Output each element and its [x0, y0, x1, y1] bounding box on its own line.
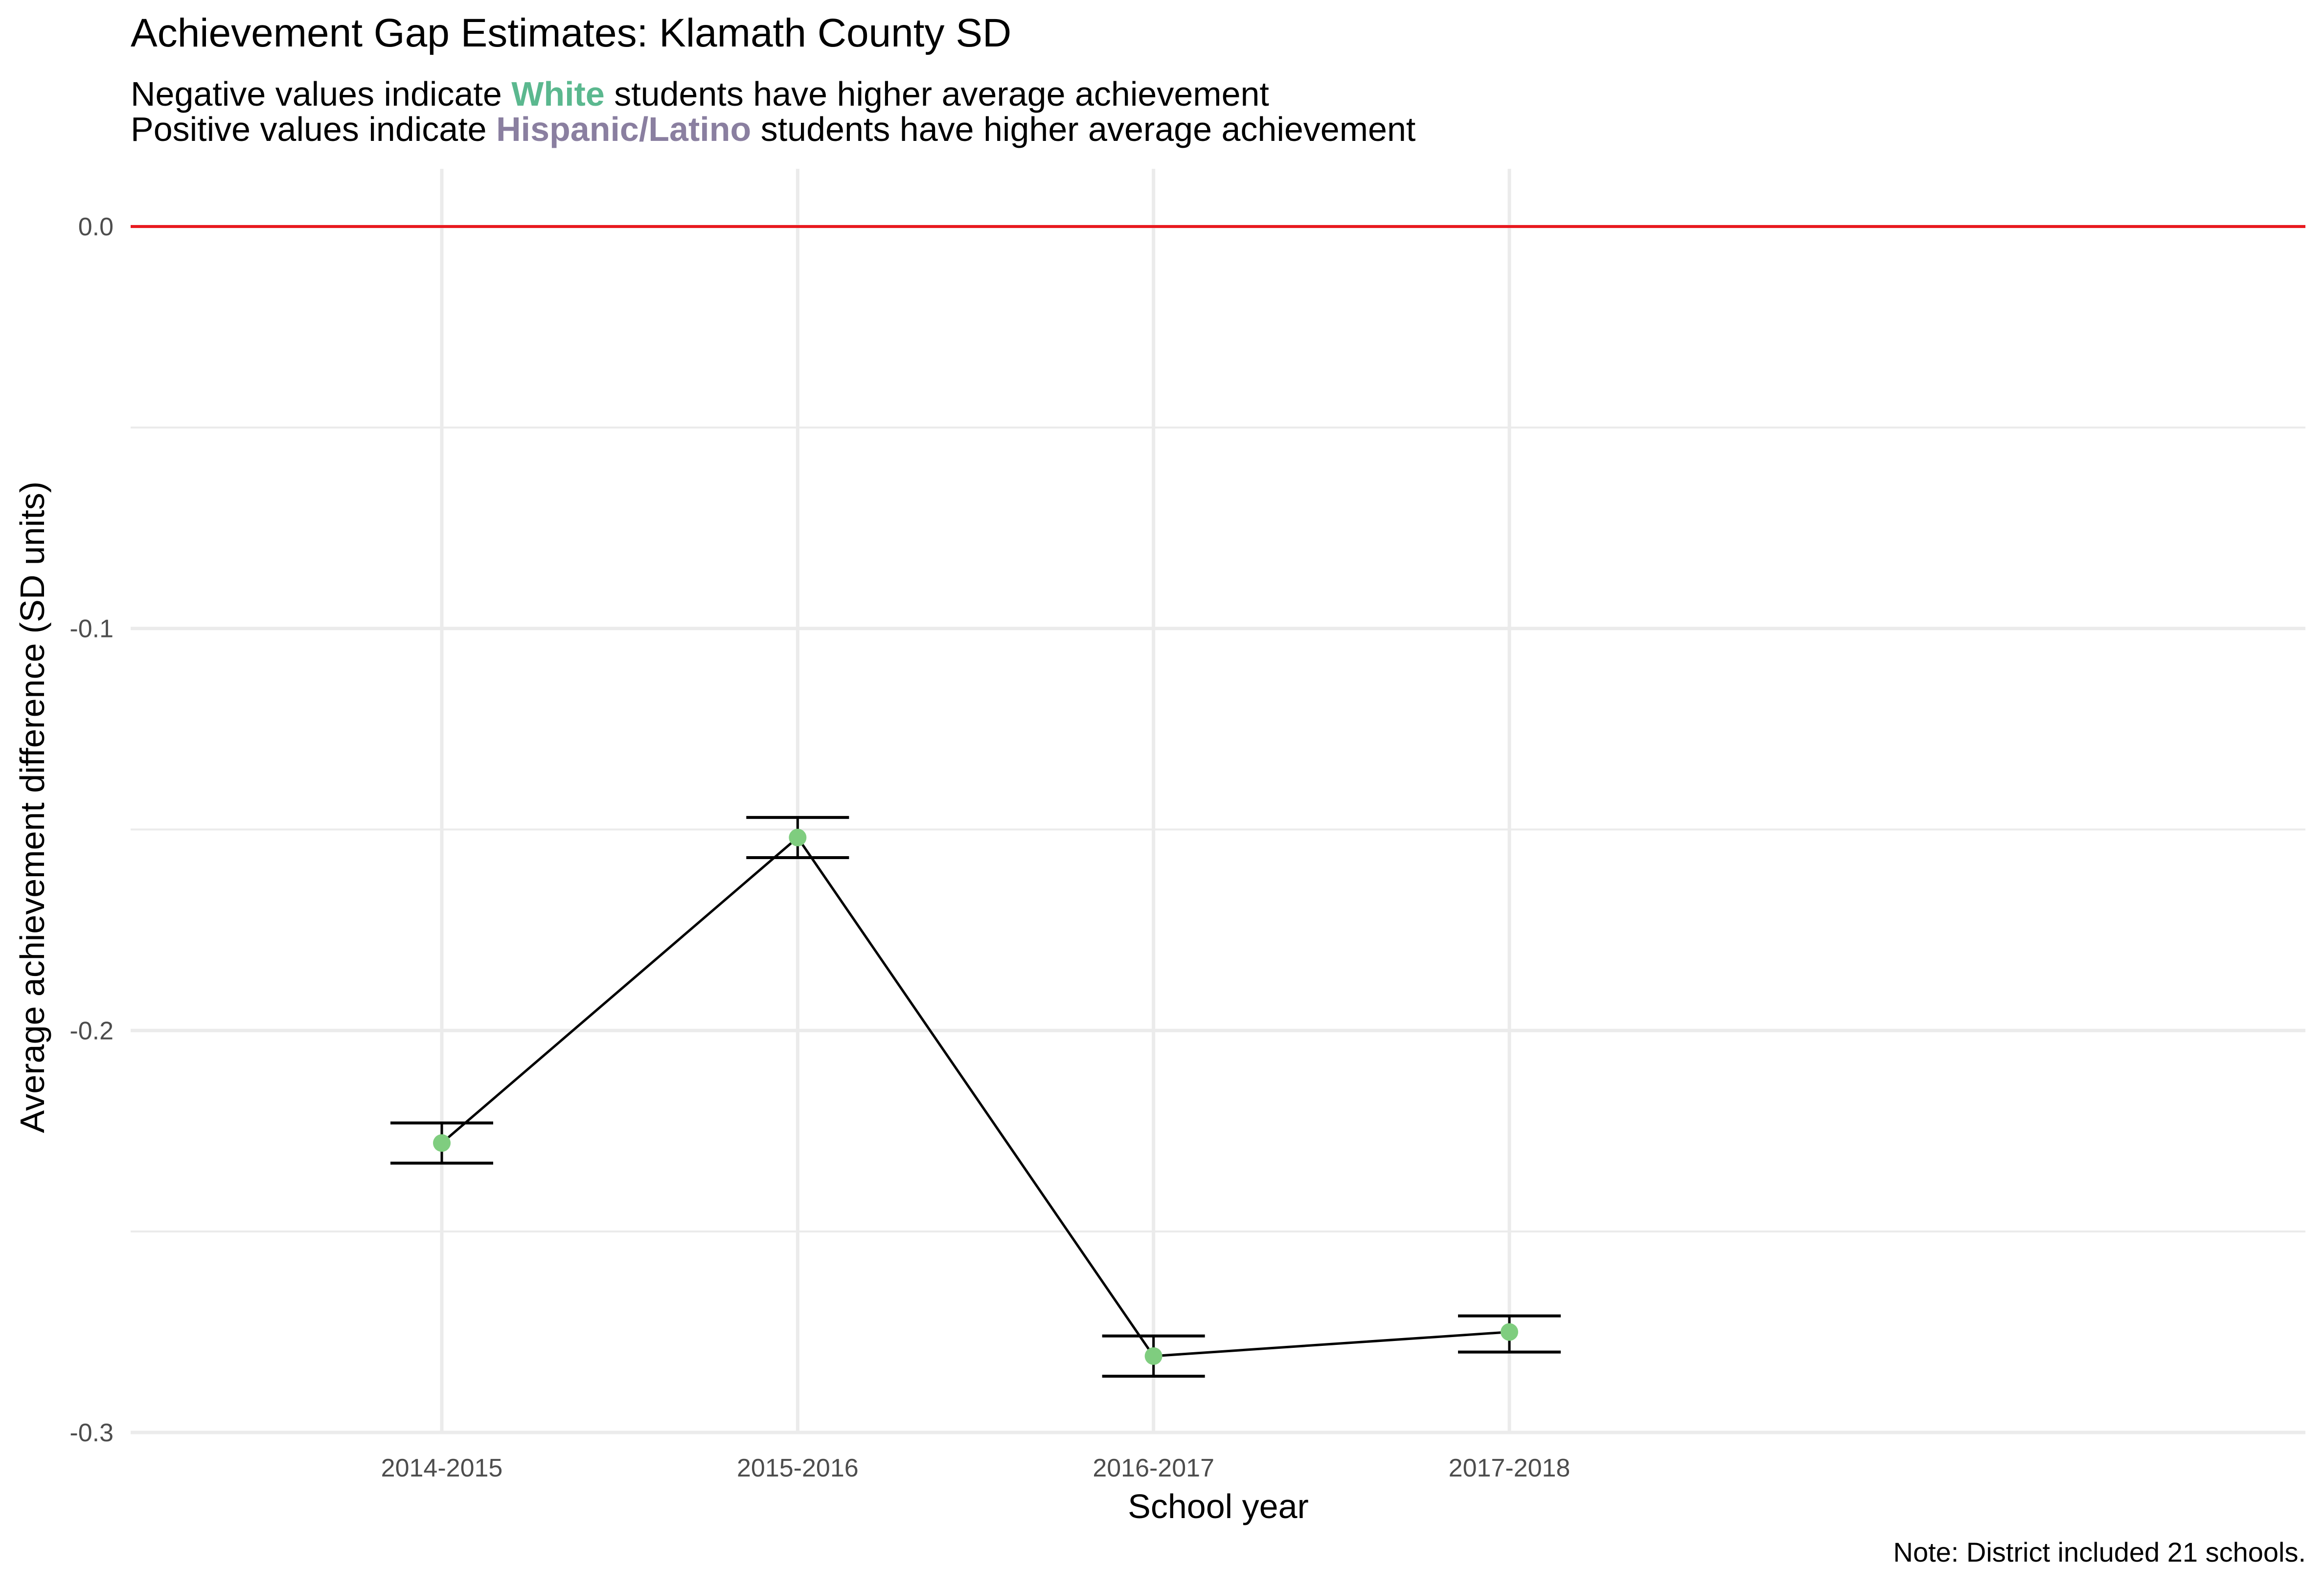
x-tick-label: 2014-2015 [381, 1454, 503, 1482]
data-point [1501, 1323, 1518, 1341]
data-point [433, 1134, 451, 1152]
series [390, 816, 1561, 1378]
tick-labels: 0.0 -0.1 -0.2 -0.3 2014-2015 2015-2016 2016-20… [69, 213, 1570, 1482]
chart-subtitle-line-1: Negative values indicate White students … [131, 74, 1269, 114]
series-line [441, 836, 1510, 1358]
subtitle-1-after: students have higher average achievement [604, 75, 1269, 113]
data-point [1144, 1347, 1162, 1365]
y-tick-label: -0.2 [69, 1017, 114, 1045]
subtitle-1-highlight: White [511, 75, 605, 113]
data-point [789, 828, 807, 846]
chart-caption: Note: District included 21 schools. [1893, 1537, 2306, 1567]
y-axis-title: Average achievement difference (SD units… [13, 481, 51, 1133]
y-tick-label: -0.1 [69, 615, 114, 643]
subtitle-2-highlight: Hispanic/Latino [496, 110, 752, 148]
subtitle-2-after: students have higher average achievement [751, 110, 1416, 148]
subtitle-1-before: Negative values indicate [131, 75, 512, 113]
x-tick-label: 2017-2018 [1449, 1454, 1571, 1482]
y-tick-label: 0.0 [78, 213, 114, 241]
chart-title: Achievement Gap Estimates: Klamath Count… [131, 11, 1012, 55]
x-tick-label: 2015-2016 [737, 1454, 859, 1482]
y-tick-label: -0.3 [69, 1419, 114, 1447]
x-axis-title: School year [1128, 1487, 1309, 1525]
subtitle-2-before: Positive values indicate [131, 110, 497, 148]
grid [131, 169, 2305, 1434]
x-tick-label: 2016-2017 [1093, 1454, 1214, 1482]
chart-subtitle-line-2: Positive values indicate Hispanic/Latino… [131, 110, 1415, 149]
